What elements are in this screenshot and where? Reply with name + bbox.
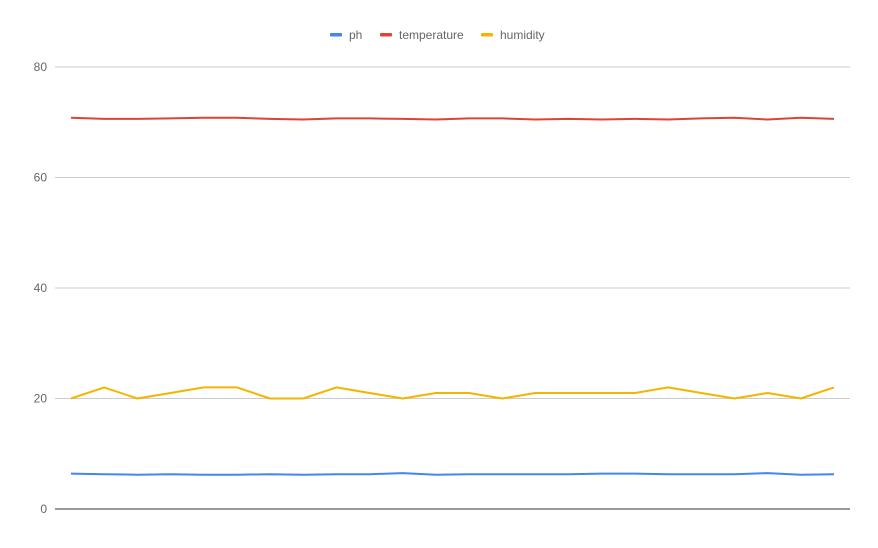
legend-swatch <box>330 33 342 37</box>
legend-swatch <box>481 33 493 37</box>
series-line-temperature <box>70 116 835 121</box>
legend-item-ph[interactable]: ph <box>330 28 362 42</box>
legend-swatch <box>380 33 392 37</box>
legend-label: temperature <box>399 28 464 42</box>
y-tick-label: 60 <box>34 171 48 185</box>
y-axis-ticks: 0 20 40 60 80 <box>34 60 48 516</box>
y-tick-label: 40 <box>34 281 48 295</box>
legend: ph temperature humidity <box>330 28 545 42</box>
legend-item-temperature[interactable]: temperature <box>380 28 464 42</box>
y-tick-label: 0 <box>40 502 47 516</box>
y-tick-label: 80 <box>34 60 48 74</box>
legend-label: ph <box>349 28 362 42</box>
y-tick-label: 20 <box>34 392 48 406</box>
series-line-humidity <box>70 386 835 400</box>
legend-label: humidity <box>500 28 545 42</box>
series-lines <box>70 116 835 476</box>
series-line-ph <box>70 472 835 476</box>
legend-item-humidity[interactable]: humidity <box>481 28 545 42</box>
gridlines <box>55 66 850 399</box>
